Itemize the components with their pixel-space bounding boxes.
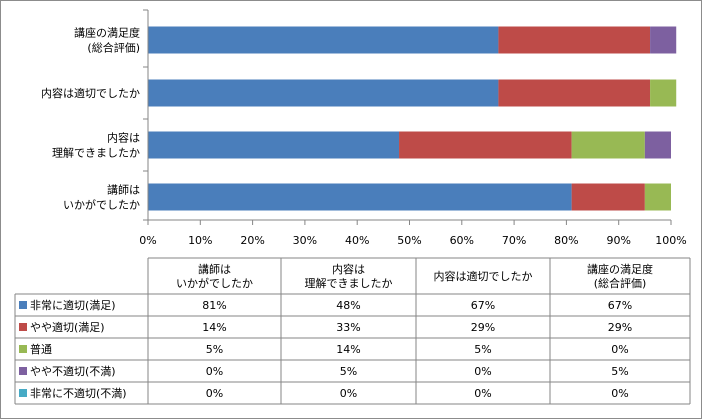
x-tick-label: 10% — [188, 234, 212, 247]
legend-swatch — [19, 389, 27, 397]
table-cell: 48% — [336, 299, 360, 312]
table-cell: 14% — [336, 343, 360, 356]
table-cell: 0% — [340, 387, 357, 400]
category-label: (総合評価) — [87, 41, 140, 55]
bar-segment — [148, 183, 572, 211]
bar-segment — [571, 183, 645, 211]
table-cell: 14% — [202, 321, 226, 334]
bar-segment — [148, 131, 400, 159]
bar-segment — [650, 26, 677, 54]
category-label: 講師は — [107, 183, 140, 197]
table-header-label: いかがでしたか — [176, 276, 253, 290]
bar-segment — [644, 131, 671, 159]
table-cell: 5% — [474, 343, 491, 356]
legend-label: やや適切(満足) — [30, 320, 105, 334]
x-tick-label: 40% — [345, 234, 369, 247]
x-tick-label: 100% — [655, 234, 686, 247]
table-cell: 0% — [206, 365, 223, 378]
category-label: 内容は適切でしたか — [41, 86, 140, 100]
bar-segment — [399, 131, 572, 159]
category-label: いかがでしたか — [63, 198, 140, 212]
bar-segment — [148, 79, 499, 107]
table-cell: 0% — [611, 343, 628, 356]
table-cell: 0% — [474, 365, 491, 378]
category-label: 理解できましたか — [52, 146, 140, 160]
table-header-label: 講師は — [198, 262, 231, 276]
legend-swatch — [19, 301, 27, 309]
table-cell: 5% — [611, 365, 628, 378]
legend-swatch — [19, 345, 27, 353]
table-cell: 0% — [474, 387, 491, 400]
table-cell: 5% — [206, 343, 223, 356]
category-label: 内容は — [107, 131, 140, 145]
legend-swatch — [19, 323, 27, 331]
table-cell: 29% — [471, 321, 495, 334]
table-cell: 29% — [608, 321, 632, 334]
category-label: 講座の満足度 — [74, 26, 140, 40]
table-header-label: 内容は — [332, 262, 365, 276]
x-tick-label: 90% — [606, 234, 630, 247]
x-tick-label: 50% — [397, 234, 421, 247]
x-tick-label: 30% — [293, 234, 317, 247]
legend-label: 普通 — [30, 342, 52, 356]
bar-segment — [498, 79, 651, 107]
bar-segment — [571, 131, 645, 159]
x-tick-label: 80% — [554, 234, 578, 247]
table-cell: 67% — [471, 299, 495, 312]
table-cell: 0% — [206, 387, 223, 400]
bar-segment — [644, 183, 671, 211]
table-cell: 67% — [608, 299, 632, 312]
legend-label: 非常に適切(満足) — [30, 298, 116, 312]
bar-segment — [148, 26, 499, 54]
x-tick-label: 0% — [139, 234, 156, 247]
x-tick-label: 60% — [450, 234, 474, 247]
table-header-label: 講座の満足度 — [587, 262, 653, 276]
x-tick-label: 20% — [240, 234, 264, 247]
legend-label: やや不適切(不満) — [30, 364, 116, 378]
table-cell: 33% — [336, 321, 360, 334]
bar-segment — [650, 79, 677, 107]
table-header-label: (総合評価) — [594, 276, 647, 290]
table-header-label: 内容は適切でしたか — [434, 269, 533, 283]
legend-swatch — [19, 367, 27, 375]
table-header-label: 理解できましたか — [305, 276, 393, 290]
table-cell: 5% — [340, 365, 357, 378]
table-cell: 0% — [611, 387, 628, 400]
bar-segment — [498, 26, 651, 54]
legend-label: 非常に不適切(不満) — [30, 386, 127, 400]
x-tick-label: 70% — [502, 234, 526, 247]
table-cell: 81% — [202, 299, 226, 312]
